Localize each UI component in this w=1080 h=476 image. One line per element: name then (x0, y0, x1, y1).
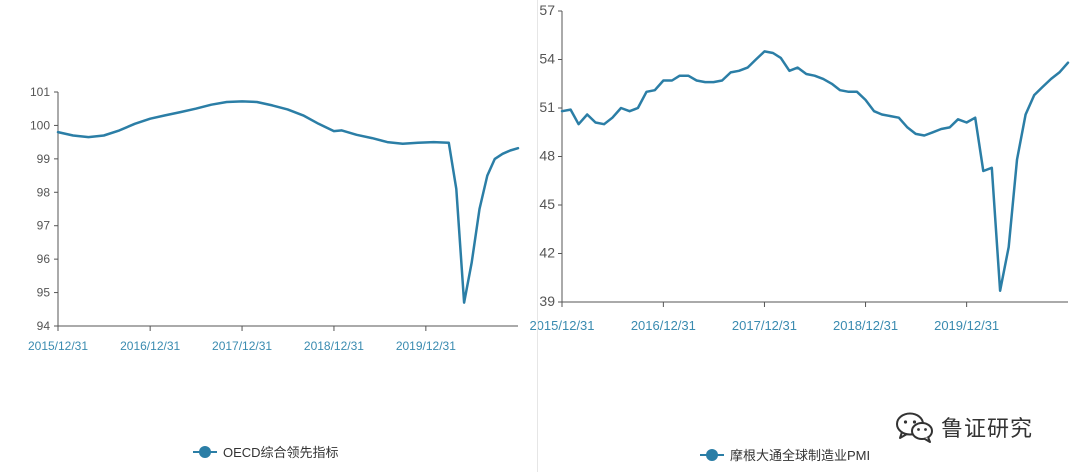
x-tick-label: 2018/12/31 (833, 318, 898, 333)
y-tick-label: 39 (539, 293, 555, 309)
x-tick-label: 2017/12/31 (732, 318, 797, 333)
legend-label: 摩根大通全球制造业PMI (730, 448, 870, 463)
watermark: 鲁证研究 (895, 410, 1033, 444)
y-tick-label: 51 (539, 99, 555, 115)
y-tick-label: 45 (539, 196, 555, 212)
jpm-global-manufacturing-pmi-chart: 39 42 45 48 51 54 57 2015/12/31 2016/12/31 2017/1… (529, 2, 1070, 463)
legend-marker (199, 446, 211, 458)
y-tick-label: 99 (37, 152, 51, 166)
oecd-leading-indicator-chart: 94 95 96 97 98 99 100 101 2015/12/31 2016/12/31 20… (28, 85, 520, 460)
y-tick-label: 57 (539, 2, 555, 18)
y-tick-label: 48 (539, 148, 555, 164)
series-line (56, 100, 520, 304)
y-tick-label: 98 (37, 185, 51, 199)
legend-marker (706, 449, 718, 461)
x-tick-label: 2016/12/31 (631, 318, 696, 333)
panel-divider (537, 0, 538, 472)
legend-label: OECD综合领先指标 (223, 445, 339, 460)
y-tick-label: 54 (539, 51, 555, 67)
x-tick-label: 2019/12/31 (934, 318, 999, 333)
y-tick-label: 100 (30, 118, 50, 132)
x-tick-label: 2017/12/31 (212, 339, 272, 353)
watermark-text: 鲁证研究 (941, 417, 1034, 442)
y-tick-label: 101 (30, 85, 50, 99)
y-tick-label: 96 (37, 252, 51, 266)
y-tick-label: 94 (37, 319, 51, 333)
y-tick-label: 97 (37, 219, 51, 233)
x-tick-label: 2015/12/31 (529, 318, 594, 333)
x-tick-label: 2016/12/31 (120, 339, 180, 353)
y-tick-label: 95 (37, 286, 51, 300)
x-tick-label: 2015/12/31 (28, 339, 88, 353)
y-tick-label: 42 (539, 245, 555, 261)
wechat-icon (896, 412, 933, 443)
series-line (560, 50, 1070, 292)
x-tick-label: 2019/12/31 (396, 339, 456, 353)
x-tick-label: 2018/12/31 (304, 339, 364, 353)
